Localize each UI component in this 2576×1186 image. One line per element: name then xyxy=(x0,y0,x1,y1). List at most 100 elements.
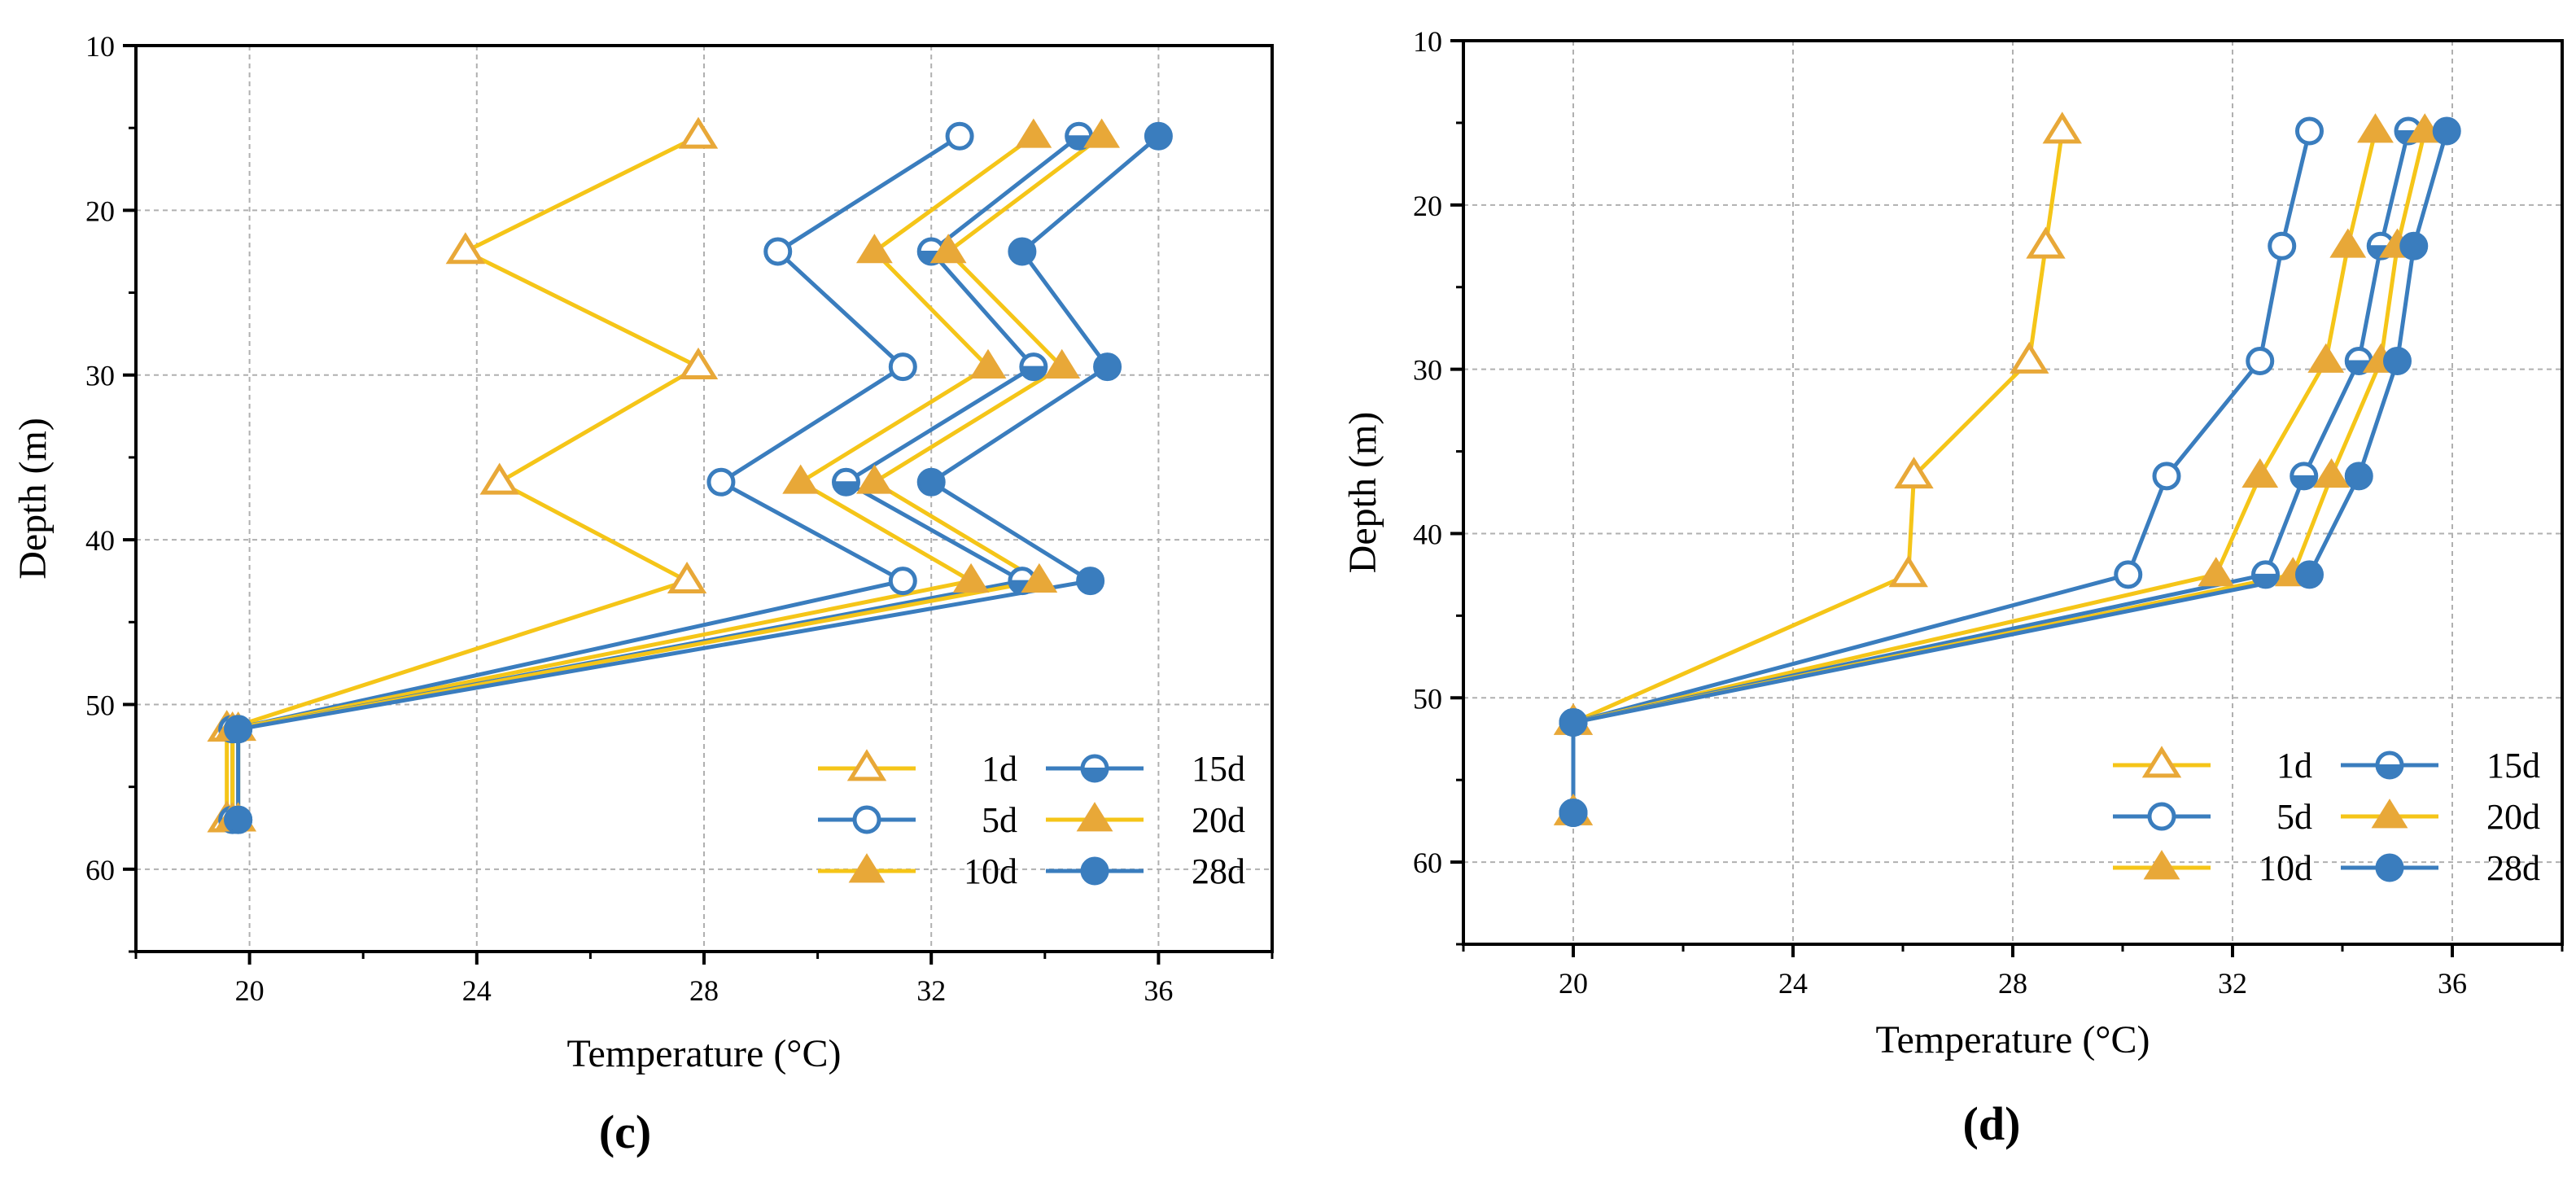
data-point-5d xyxy=(2246,347,2275,376)
x-tick-label: 24 xyxy=(1778,967,1808,1000)
chart-panel-c: 20 24 28 32 36 10 20 30 40 50 60 Temperature (°C) De… xyxy=(11,30,1274,1158)
data-point-20d xyxy=(1043,348,1081,379)
data-point-28d xyxy=(916,467,946,497)
data-point-15d-half xyxy=(2252,573,2279,588)
data-point-1d xyxy=(445,232,486,265)
legend-label: 20d xyxy=(1192,800,1245,840)
legend-label: 5d xyxy=(982,800,1017,840)
legend-item-28d: 28d xyxy=(1046,851,1245,891)
x-tick-label: 32 xyxy=(2218,967,2247,1000)
legend-marker xyxy=(2143,850,2180,880)
x-tick-label: 32 xyxy=(916,974,946,1007)
legend-marker xyxy=(1080,856,1109,886)
x-tick-label: 28 xyxy=(1998,967,2027,1000)
data-point-5d xyxy=(888,352,917,382)
data-point-10d xyxy=(782,464,820,494)
y-tick-label: 10 xyxy=(85,30,115,63)
data-point-5d xyxy=(2268,231,2297,260)
y-axis-title: Depth (m) xyxy=(11,418,55,580)
data-point-28d xyxy=(2344,462,2373,491)
data-point-5d xyxy=(763,237,793,266)
data-point-20d xyxy=(2313,457,2350,488)
data-point-28d xyxy=(224,805,253,834)
legend-label: 20d xyxy=(2486,797,2540,837)
legend-marker xyxy=(1080,754,1109,783)
data-point-28d xyxy=(1008,237,1037,266)
y-tick-label: 30 xyxy=(85,360,115,392)
y-tick-label: 40 xyxy=(1413,518,1442,550)
legend-item-15d: 15d xyxy=(1046,749,1245,789)
data-point-28d xyxy=(1559,799,1588,828)
data-point-5d xyxy=(2152,462,2181,491)
legend-item-15d: 15d xyxy=(2341,746,2540,786)
data-point-10d xyxy=(2307,343,2345,373)
legend-label: 15d xyxy=(1192,749,1245,789)
y-tick-label: 30 xyxy=(1413,354,1442,387)
data-point-28d xyxy=(2399,231,2429,260)
data-point-10d xyxy=(2241,457,2279,488)
data-point-10d xyxy=(2357,113,2394,143)
data-point-15d xyxy=(2290,462,2319,491)
data-point-15d xyxy=(1019,352,1048,382)
legend-marker xyxy=(852,805,881,834)
x-tick-label: 36 xyxy=(2438,967,2467,1000)
data-point-28d xyxy=(2295,560,2324,589)
legend-marker xyxy=(2375,853,2404,882)
data-point-28d xyxy=(1559,708,1588,737)
panel-label: (d) xyxy=(1963,1097,2021,1150)
legend-marker-half xyxy=(2376,764,2403,778)
legend-item-10d: 10d xyxy=(818,851,1017,891)
legend-marker xyxy=(848,853,886,883)
legend-label: 10d xyxy=(964,851,1017,891)
data-point-10d xyxy=(952,562,990,593)
x-tick-label: 36 xyxy=(1144,974,1173,1007)
legend-item-20d: 20d xyxy=(1046,800,1245,840)
legend-marker xyxy=(1076,802,1113,832)
data-point-20d xyxy=(929,234,967,264)
legend-item-1d: 1d xyxy=(818,749,1017,789)
data-point-28d xyxy=(224,715,253,744)
y-tick-label: 40 xyxy=(85,524,115,557)
x-tick-label: 24 xyxy=(462,974,492,1007)
data-point-28d xyxy=(2383,347,2412,376)
x-axis-title: Temperature (°C) xyxy=(566,1032,841,1075)
legend-label: 28d xyxy=(2486,848,2540,888)
legend-marker-half xyxy=(1081,768,1109,781)
legend-label: 1d xyxy=(2276,746,2312,786)
legend-item-5d: 5d xyxy=(2113,797,2312,837)
x-tick-label: 20 xyxy=(1559,967,1588,1000)
data-point-10d xyxy=(2198,557,2235,587)
data-point-15d-half xyxy=(1020,365,1047,380)
data-point-10d xyxy=(969,348,1007,379)
y-tick-label: 10 xyxy=(1413,25,1442,58)
legend-marker xyxy=(2371,799,2408,829)
y-tick-label: 20 xyxy=(1413,190,1442,222)
legend-item-10d: 10d xyxy=(2113,848,2312,888)
legend-label: 15d xyxy=(2486,746,2540,786)
data-point-1d xyxy=(678,347,719,379)
y-tick-label: 50 xyxy=(1413,682,1442,715)
data-point-20d xyxy=(855,464,893,494)
data-point-1d xyxy=(1894,457,1934,489)
x-tick-label: 28 xyxy=(689,974,719,1007)
chart-panel-d: 20 24 28 32 36 10 20 30 40 50 60 Temperature (°C) De… xyxy=(1341,25,2564,1150)
legend-label: 28d xyxy=(1192,851,1245,891)
data-point-1d xyxy=(2042,112,2082,144)
data-point-10d xyxy=(2329,228,2367,258)
data-point-28d xyxy=(1076,567,1105,596)
data-point-1d xyxy=(479,462,519,495)
data-point-28d xyxy=(1093,352,1122,382)
data-point-20d xyxy=(1083,118,1121,148)
data-point-15d-half xyxy=(833,481,859,496)
y-axis-title: Depth (m) xyxy=(1341,412,1384,574)
y-tick-label: 50 xyxy=(85,689,115,721)
legend-marker xyxy=(2147,802,2176,831)
data-point-5d xyxy=(945,121,974,151)
data-point-10d xyxy=(855,234,893,264)
y-tick-label: 60 xyxy=(1413,847,1442,879)
legend-item-5d: 5d xyxy=(818,800,1017,840)
data-point-28d xyxy=(1144,121,1173,151)
legend-marker xyxy=(2141,746,2182,778)
legend-item-1d: 1d xyxy=(2113,746,2312,786)
